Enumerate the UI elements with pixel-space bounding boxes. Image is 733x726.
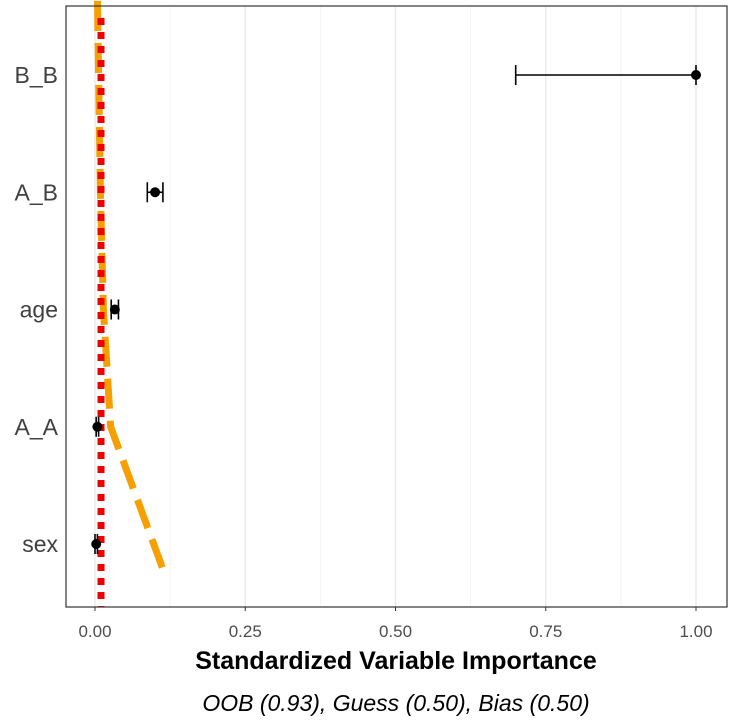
y-tick-label: age — [20, 297, 58, 323]
data-point — [92, 421, 103, 432]
chart-subtitle: OOB (0.93), Guess (0.50), Bias (0.50) — [202, 690, 589, 716]
data-point — [150, 187, 161, 198]
panel-border — [65, 5, 728, 608]
grid-lines — [94, 6, 697, 607]
y-tick-label: B_B — [15, 62, 58, 88]
y-tick-label: sex — [22, 531, 58, 557]
y-tick-label: A_B — [15, 179, 58, 205]
x-tick-label: 0.00 — [78, 622, 111, 641]
x-tick-label: 1.00 — [679, 622, 712, 641]
panel-background — [66, 6, 727, 607]
x-axis-ticks: 0.00 0.25 0.50 0.75 1.00 — [78, 607, 713, 641]
data-point — [91, 539, 102, 549]
x-axis-title: Standardized Variable Importance — [195, 647, 597, 675]
y-tick-label: A_A — [15, 414, 59, 440]
data-point — [691, 70, 701, 80]
data-points — [91, 65, 701, 554]
trend-line — [93, 0, 166, 569]
trend-line-path — [93, 0, 166, 569]
x-tick-label: 0.50 — [379, 622, 412, 641]
x-tick-label: 0.75 — [529, 622, 562, 641]
x-tick-label: 0.25 — [229, 622, 262, 641]
data-point — [109, 304, 120, 315]
